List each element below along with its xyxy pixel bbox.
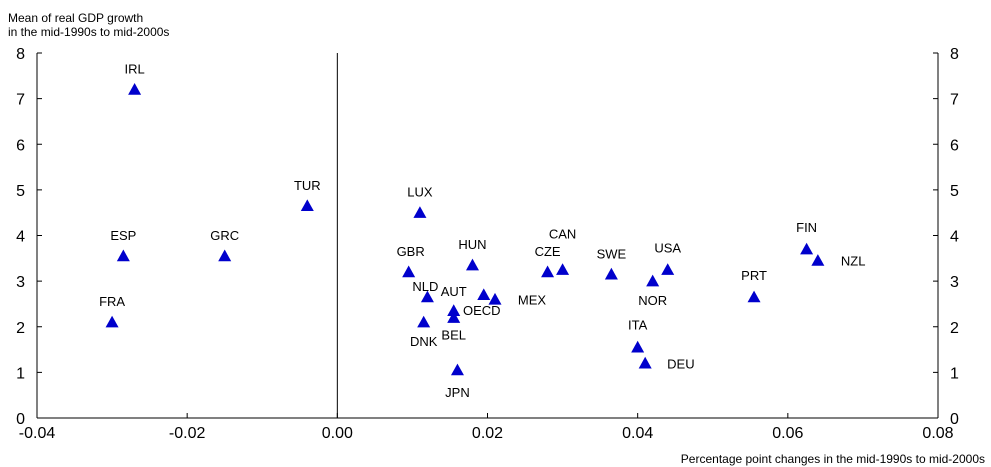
data-point-fra <box>105 315 119 328</box>
point-label-nor: NOR <box>638 293 667 308</box>
data-point-ita <box>631 340 645 353</box>
point-label-fin: FIN <box>796 220 817 235</box>
y-tick-label-left: 2 <box>16 320 25 337</box>
axis-ticks: 0 0 1 1 2 2 3 3 4 4 5 5 6 6 7 7 8 8 -0.04 -0.02 0.00 0.02 0.04… <box>16 46 959 442</box>
point-label-fra: FRA <box>99 294 125 309</box>
data-point-oecd <box>477 288 491 301</box>
data-point-jpn <box>450 363 464 376</box>
data-point-usa <box>661 263 675 275</box>
data-point-swe <box>604 267 618 280</box>
plot-frame <box>36 53 939 419</box>
y-tick-label-right: 7 <box>950 92 959 109</box>
point-label-dnk: DNK <box>410 334 438 349</box>
data-point-gbr <box>402 265 416 278</box>
y-tick-label-left: 0 <box>16 411 25 428</box>
y-tick-label-right: 2 <box>950 320 959 337</box>
y-tick-label-right: 5 <box>950 183 959 200</box>
data-point-nor <box>646 274 660 287</box>
data-point-grc <box>218 249 232 262</box>
y-tick-label-left: 1 <box>16 365 25 382</box>
x-tick-label: 0.04 <box>622 425 653 442</box>
data-point-prt <box>747 290 761 303</box>
point-label-prt: PRT <box>741 268 767 283</box>
data-point-bel <box>447 311 461 323</box>
point-label-mex: MEX <box>518 292 547 307</box>
point-label-ita: ITA <box>628 317 648 332</box>
data-point-lux <box>413 206 427 218</box>
y-tick-label-left: 6 <box>16 137 25 154</box>
point-label-deu: DEU <box>667 356 694 371</box>
y-tick-label-right: 6 <box>950 137 959 154</box>
x-tick-label: 0.08 <box>922 425 953 442</box>
point-label-oecd: OECD <box>463 303 501 318</box>
data-point-dnk <box>417 315 431 328</box>
data-point-cze <box>541 265 555 278</box>
point-label-hun: HUN <box>458 237 486 252</box>
x-tick-label: 0.00 <box>322 425 353 442</box>
point-label-jpn: JPN <box>445 385 470 400</box>
point-label-nzl: NZL <box>841 254 866 269</box>
y-tick-label-left: 8 <box>16 46 25 63</box>
data-point-irl <box>128 83 142 95</box>
data-point-can <box>556 263 570 275</box>
point-label-esp: ESP <box>110 228 136 243</box>
y-axis-label-line-1: Mean of real GDP growth <box>8 11 143 25</box>
point-label-can: CAN <box>549 227 576 242</box>
y-tick-label-left: 4 <box>16 229 25 246</box>
data-point-mex <box>488 292 502 305</box>
data-point-tur <box>300 199 314 212</box>
point-label-grc: GRC <box>210 228 239 243</box>
data-point-aut <box>447 304 461 316</box>
data-point-fin <box>800 242 814 255</box>
point-label-nld: NLD <box>412 279 438 294</box>
x-tick-label: 0.06 <box>772 425 803 442</box>
y-tick-label-right: 8 <box>950 46 959 63</box>
point-labels: IRL ESP FRA GRC TUR LUX GBR NLD DNK HUN AUT OECD BEL… <box>99 62 865 401</box>
y-axis-label: Mean of real GDP growth in the mid-1990s… <box>8 11 169 39</box>
y-axis-label-line-2: in the mid-1990s to mid-2000s <box>8 25 169 39</box>
data-point-nzl <box>811 254 825 266</box>
point-label-usa: USA <box>654 241 681 256</box>
x-tick-label: 0.02 <box>472 425 503 442</box>
y-tick-label-left: 5 <box>16 183 25 200</box>
data-point-esp <box>116 249 130 262</box>
data-point-hun <box>465 258 479 271</box>
y-tick-label-right: 1 <box>950 365 959 382</box>
y-tick-label-left: 3 <box>16 274 25 291</box>
point-label-lux: LUX <box>407 185 433 200</box>
x-tick-label: -0.02 <box>169 425 206 442</box>
point-label-gbr: GBR <box>397 244 425 259</box>
point-label-tur: TUR <box>294 178 321 193</box>
y-tick-label-right: 4 <box>950 229 959 246</box>
point-label-irl: IRL <box>124 62 144 77</box>
y-tick-label-right: 3 <box>950 274 959 291</box>
point-label-swe: SWE <box>597 246 627 261</box>
x-axis-label: Percentage point changes in the mid-1990… <box>681 452 985 466</box>
y-tick-label-right: 0 <box>950 411 959 428</box>
point-label-cze: CZE <box>535 244 561 259</box>
y-tick-label-left: 7 <box>16 92 25 109</box>
data-point-deu <box>638 356 652 369</box>
x-tick-label: -0.04 <box>19 425 56 442</box>
point-label-aut: AUT <box>441 284 467 299</box>
data-point-nld <box>420 290 434 303</box>
data-points <box>105 83 825 376</box>
point-label-bel: BEL <box>441 328 466 343</box>
